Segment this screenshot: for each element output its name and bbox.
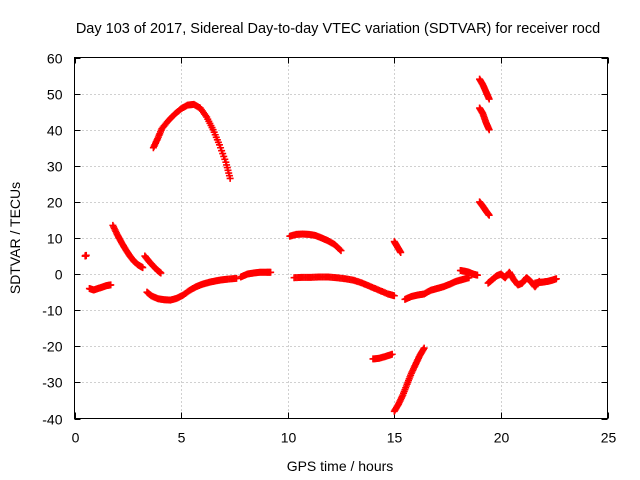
data-series (290, 273, 398, 300)
data-point (485, 126, 493, 134)
data-series (143, 274, 241, 304)
data-point (139, 264, 147, 272)
data-point (226, 174, 234, 182)
data-series (149, 100, 234, 182)
data-series (390, 344, 428, 415)
data-series (390, 238, 405, 256)
y-axis-label: SDTVAR / TECUs (7, 182, 23, 294)
data-point (473, 271, 481, 279)
y-tick-label: 30 (47, 159, 63, 175)
data-point (420, 344, 428, 352)
data-series (286, 230, 345, 255)
data-point (388, 350, 396, 358)
y-tick-label: 20 (47, 195, 63, 211)
data-series (401, 274, 473, 303)
axis-ticks: 0 5 10 15 20 25 -40 -30 -20 -10 0 10 20 30 40 50 60 (42, 51, 616, 446)
y-tick-label: 60 (47, 51, 63, 67)
x-tick-label: 5 (178, 430, 186, 446)
data-point (202, 112, 210, 120)
data-point (485, 95, 493, 103)
y-tick-label: 0 (55, 267, 63, 283)
x-tick-label: 0 (72, 430, 80, 446)
data-point (337, 247, 345, 255)
x-axis-label: GPS time / hours (287, 458, 394, 474)
data-series (456, 266, 481, 279)
data-series (85, 281, 115, 294)
data-point (233, 274, 241, 282)
y-tick-label: -10 (42, 303, 62, 319)
y-tick-label: 10 (47, 231, 63, 247)
data-series (369, 350, 396, 363)
data-series (476, 198, 493, 219)
data-series (81, 251, 90, 260)
data-series (476, 104, 493, 134)
data-point (336, 246, 344, 254)
x-tick-label: 15 (387, 430, 403, 446)
y-tick-label: -20 (42, 339, 62, 355)
data-point (397, 248, 405, 256)
plot-frame (74, 57, 608, 419)
data-point (82, 251, 90, 259)
data-series (476, 75, 493, 103)
data-points (81, 75, 560, 415)
data-point (390, 292, 398, 300)
x-tick-label: 10 (281, 430, 297, 446)
y-tick-label: 40 (47, 123, 63, 139)
x-tick-label: 20 (494, 430, 510, 446)
data-series (484, 268, 543, 291)
data-point (157, 269, 165, 277)
data-point (107, 281, 115, 289)
grid-lines (74, 57, 608, 419)
data-point (552, 275, 560, 283)
y-tick-label: -30 (42, 375, 62, 391)
y-tick-label: -40 (42, 412, 62, 428)
data-series (109, 221, 147, 272)
y-tick-label: 50 (47, 87, 63, 103)
data-series (141, 252, 165, 277)
chart-title: Day 103 of 2017, Sidereal Day-to-day VTE… (76, 21, 600, 37)
data-point (267, 268, 275, 276)
data-series (237, 268, 275, 281)
data-point (485, 211, 493, 219)
data-series (531, 275, 560, 287)
x-tick-label: 25 (601, 430, 617, 446)
